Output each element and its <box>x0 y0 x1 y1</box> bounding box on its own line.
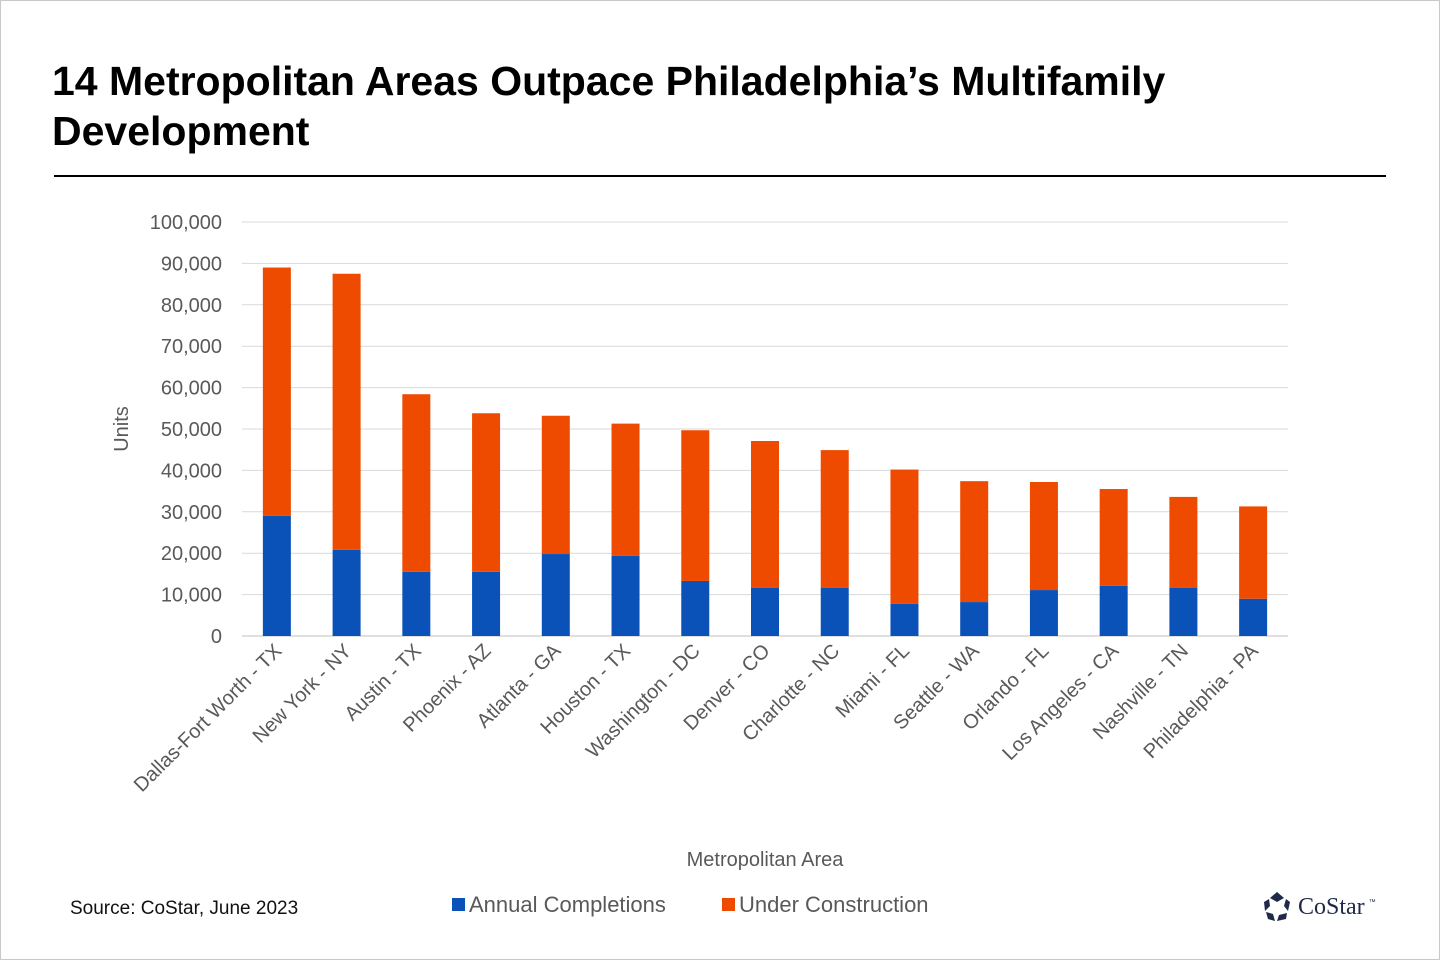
bar-under-construction <box>541 415 570 555</box>
bar-under-construction <box>751 441 779 588</box>
title-divider <box>54 175 1386 177</box>
bar-annual-completions <box>472 571 501 636</box>
bar-annual-completions <box>332 549 361 636</box>
costar-logo: CoStar ™ <box>1260 890 1376 924</box>
y-tick-label: 70,000 <box>161 336 222 358</box>
legend-swatch <box>452 898 465 911</box>
y-tick-label: 0 <box>211 626 222 648</box>
bar-annual-completions <box>1029 590 1058 636</box>
bar-under-construction <box>472 413 501 572</box>
y-tick-label: 100,000 <box>150 212 222 234</box>
y-tick-label: 40,000 <box>161 460 222 482</box>
legend-label: Under Construction <box>739 892 929 917</box>
bar-under-construction <box>1239 506 1268 599</box>
bar-annual-completions <box>1239 598 1268 636</box>
costar-logo-text: CoStar <box>1298 893 1365 920</box>
bar-annual-completions <box>402 571 431 636</box>
bar-under-construction <box>262 267 291 516</box>
y-tick-label: 10,000 <box>161 585 222 607</box>
y-tick-label: 60,000 <box>161 378 222 400</box>
y-tick-label: 90,000 <box>161 253 222 275</box>
page-title: 14 Metropolitan Areas Outpace Philadelph… <box>52 58 1166 154</box>
legend-swatch <box>722 898 735 911</box>
y-tick-label: 20,000 <box>161 543 222 565</box>
bar-annual-completions <box>1169 587 1198 636</box>
y-tick-label: 80,000 <box>161 295 222 317</box>
bar-under-construction <box>402 394 431 572</box>
x-axis-label: Metropolitan Area <box>687 849 845 871</box>
bar-under-construction <box>820 450 849 588</box>
bar-under-construction <box>890 469 919 604</box>
bar-under-construction <box>611 423 640 556</box>
y-tick-label: 30,000 <box>161 502 222 524</box>
bar-annual-completions <box>262 515 291 636</box>
bar-under-construction <box>332 273 361 550</box>
y-axis-label: Units <box>111 406 133 452</box>
bar-under-construction <box>681 430 710 581</box>
legend-label: Annual Completions <box>469 892 666 917</box>
bar-annual-completions <box>751 587 779 636</box>
bar-annual-completions <box>611 555 640 636</box>
bar-annual-completions <box>681 580 710 636</box>
costar-logo-tm: ™ <box>1368 898 1376 906</box>
bar-under-construction <box>960 481 989 603</box>
source-note: Source: CoStar, June 2023 <box>70 898 299 919</box>
y-tick-label: 50,000 <box>161 419 222 441</box>
bar-annual-completions <box>890 603 919 636</box>
costar-logo-icon <box>1264 892 1290 921</box>
x-tick-label: Los Angeles - CA <box>998 640 1123 765</box>
bar-annual-completions <box>820 587 849 636</box>
bar-annual-completions <box>960 602 989 636</box>
bar-annual-completions <box>541 554 570 636</box>
bar-under-construction <box>1169 496 1198 588</box>
bar-under-construction <box>1099 489 1128 586</box>
bar-under-construction <box>1029 481 1058 591</box>
bar-annual-completions <box>1099 585 1128 636</box>
